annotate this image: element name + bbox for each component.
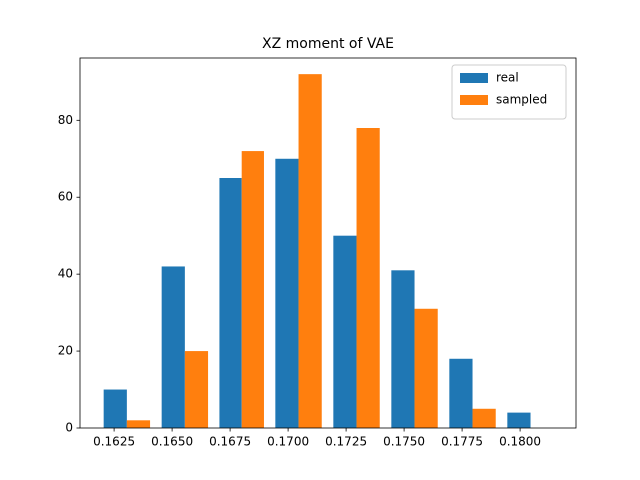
x-tick-label: 0.1625: [93, 435, 135, 449]
bar: [219, 178, 242, 428]
x-tick-label: 0.1675: [209, 435, 251, 449]
x-tick-label: 0.1650: [151, 435, 193, 449]
bar: [449, 358, 473, 428]
legend: real sampled: [451, 64, 567, 120]
x-tick-label: 0.1725: [325, 435, 367, 449]
bar: [241, 151, 264, 429]
y-tick-label: 80: [58, 113, 73, 127]
legend-swatch: [460, 95, 488, 105]
bar: [298, 74, 322, 429]
y-tick-label: 60: [58, 190, 73, 204]
legend-label: real: [496, 71, 519, 85]
bar: [356, 128, 380, 428]
bar: [414, 308, 438, 428]
legend-swatch: [460, 73, 488, 83]
bar: [161, 266, 185, 428]
bar: [103, 389, 127, 428]
x-tick-label: 0.1775: [441, 435, 483, 449]
bar: [184, 351, 209, 428]
x-tick-label: 0.1750: [383, 435, 425, 449]
y-tick-label: 20: [58, 344, 73, 358]
legend-label: sampled: [496, 93, 547, 107]
x-tick-label: 0.1700: [267, 435, 309, 449]
bar: [391, 270, 415, 428]
x-tick-label: 0.1800: [499, 435, 541, 449]
bar: [472, 408, 496, 428]
bar: [275, 158, 299, 428]
bar: [333, 235, 357, 428]
y-tick-label: 0: [65, 421, 73, 435]
y-tick-label: 40: [58, 267, 73, 281]
chart-title: XZ moment of VAE: [262, 36, 394, 52]
bar: [507, 412, 531, 428]
plot-frame: [79, 57, 577, 429]
bar: [126, 420, 151, 428]
